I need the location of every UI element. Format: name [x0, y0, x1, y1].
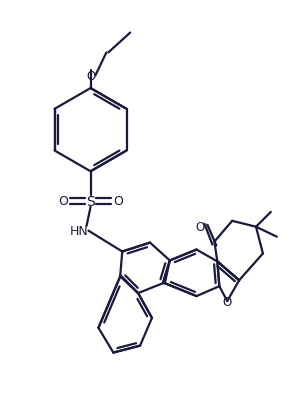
Text: O: O: [113, 195, 123, 208]
Text: O: O: [58, 195, 68, 208]
Text: O: O: [86, 69, 95, 83]
Text: O: O: [223, 295, 232, 308]
Text: S: S: [86, 194, 95, 209]
Text: HN: HN: [69, 225, 88, 238]
Text: O: O: [195, 221, 204, 234]
